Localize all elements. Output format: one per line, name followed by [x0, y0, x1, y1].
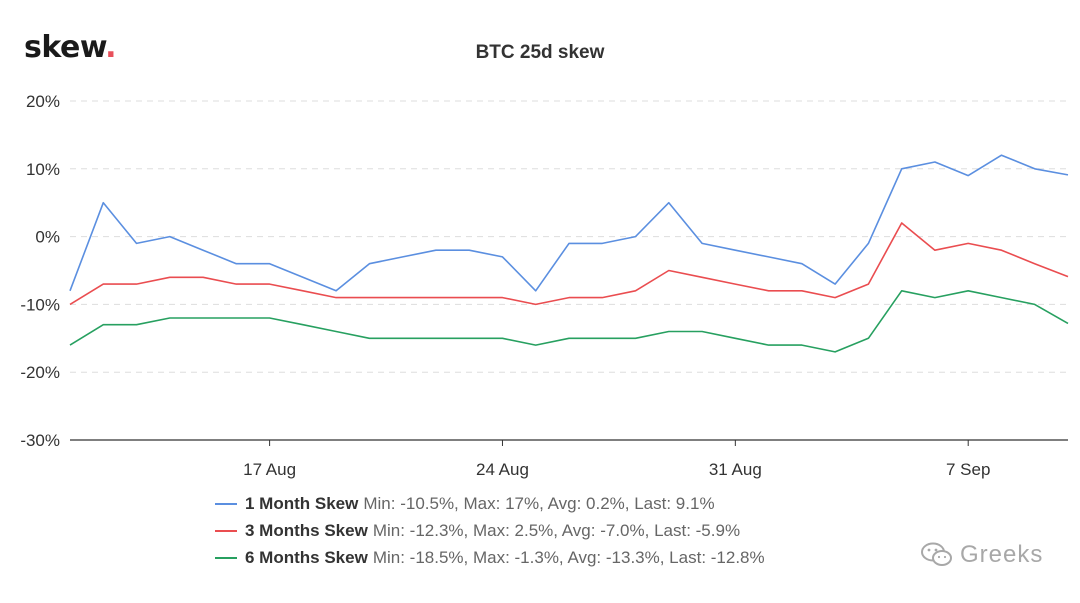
legend-swatch	[215, 529, 237, 532]
legend: 1 Month Skew Min: -10.5%, Max: 17%, Avg:…	[215, 490, 765, 571]
legend-series-stats: Min: -12.3%, Max: 2.5%, Avg: -7.0%, Last…	[372, 521, 741, 540]
legend-series-name: 1 Month Skew	[245, 494, 359, 513]
y-tick-label: 20%	[26, 92, 60, 111]
wechat-icon	[921, 542, 952, 566]
watermark: Greeks	[920, 541, 1043, 569]
series-line-3	[69, 289, 1069, 353]
chart-title: BTC 25d skew	[475, 42, 605, 63]
legend-series-name: 6 Months Skew	[245, 548, 368, 567]
series-line-2	[69, 222, 1069, 306]
legend-item-6-months[interactable]: 6 Months Skew Min: -18.5%, Max: -1.3%, A…	[215, 544, 765, 571]
y-tick-label: 0%	[35, 228, 60, 247]
y-axis-ticks: 20% 10% 0% -10% -20% -30%	[20, 92, 60, 450]
x-axis-ticks: 17 Aug 24 Aug 31 Aug 7 Sep	[70, 439, 1068, 479]
x-tick-label: 17 Aug	[243, 460, 296, 479]
legend-series-name: 3 Months Skew	[245, 521, 368, 540]
legend-series-stats: Min: -18.5%, Max: -1.3%, Avg: -13.3%, La…	[372, 548, 765, 567]
legend-swatch	[215, 556, 237, 559]
legend-item-3-months[interactable]: 3 Months Skew Min: -12.3%, Max: 2.5%, Av…	[215, 517, 765, 544]
skew-logo: skew.	[24, 30, 117, 65]
series-layer	[69, 154, 1069, 353]
y-tick-label: -30%	[20, 431, 60, 450]
watermark-text: Greeks	[960, 541, 1044, 568]
legend-item-1-month[interactable]: 1 Month Skew Min: -10.5%, Max: 17%, Avg:…	[215, 490, 765, 517]
x-tick-label: 31 Aug	[709, 460, 762, 479]
y-tick-label: -20%	[20, 363, 60, 382]
y-tick-label: 10%	[26, 160, 60, 179]
grid-layer	[70, 100, 1068, 373]
legend-series-stats: Min: -10.5%, Max: 17%, Avg: 0.2%, Last: …	[363, 494, 715, 513]
x-tick-label: 7 Sep	[946, 460, 990, 479]
legend-swatch	[215, 502, 237, 505]
y-tick-label: -10%	[20, 295, 60, 314]
series-line-1	[69, 154, 1069, 292]
x-tick-label: 24 Aug	[476, 460, 529, 479]
